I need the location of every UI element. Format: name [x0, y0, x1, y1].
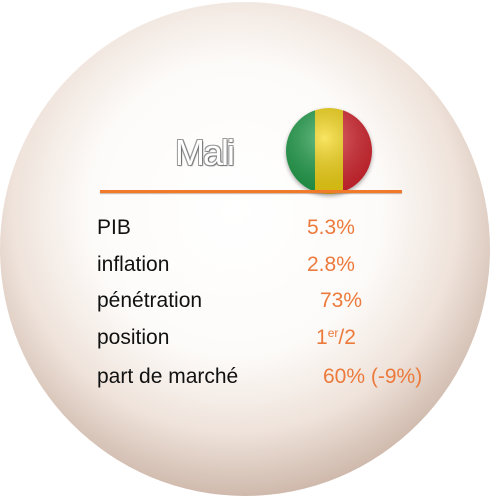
row-value: 2.8% — [307, 253, 355, 276]
value-main: 1 — [316, 326, 328, 349]
row-label: position — [97, 326, 170, 349]
row-label: pénétration — [97, 289, 203, 312]
value-superscript: er — [327, 326, 339, 340]
row-label: inflation — [97, 253, 170, 276]
divider — [100, 190, 402, 193]
flag-graphic — [286, 108, 372, 194]
row-label: PIB — [97, 216, 131, 239]
row-label: part de marché — [97, 365, 239, 388]
flag-gloss — [286, 108, 372, 194]
row-value: 73% — [320, 289, 363, 312]
value-rest: /2 — [338, 326, 356, 349]
title: Mali — [175, 132, 235, 173]
row-value: 60% (-9%) — [323, 365, 423, 388]
flag — [286, 108, 372, 194]
row-value: 5.3% — [307, 216, 355, 239]
row-value: 1er/2 — [316, 326, 356, 350]
